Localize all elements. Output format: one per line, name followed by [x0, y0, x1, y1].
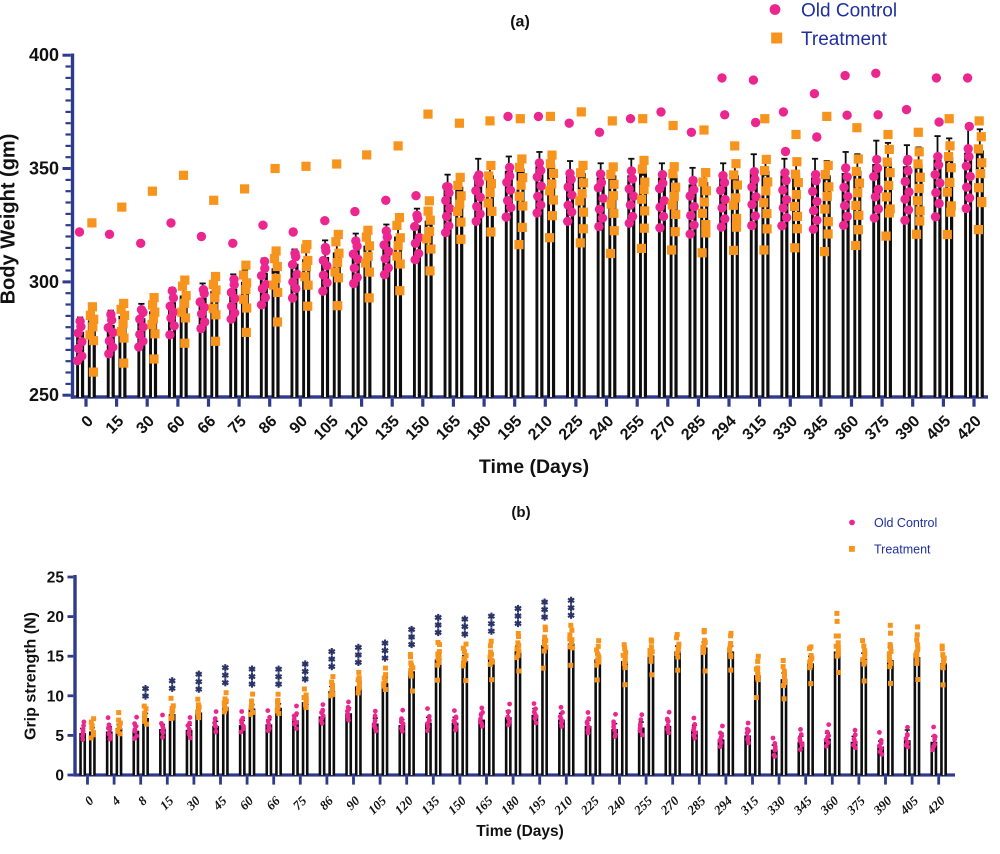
svg-text:Old Control: Old Control	[801, 1, 897, 22]
svg-text:5: 5	[55, 728, 64, 745]
svg-text:(a): (a)	[510, 14, 530, 31]
svg-text:(b): (b)	[511, 504, 530, 521]
svg-text:Treatment: Treatment	[874, 543, 931, 557]
svg-text:Grip strength (N): Grip strength (N)	[23, 612, 40, 740]
svg-text:Treatment: Treatment	[801, 29, 888, 50]
svg-text:300: 300	[29, 272, 59, 292]
svg-text:Time (Days): Time (Days)	[479, 456, 589, 478]
svg-text:400: 400	[29, 45, 59, 65]
svg-text:10: 10	[47, 688, 64, 705]
svg-text:0: 0	[55, 768, 64, 785]
svg-text:Old Control: Old Control	[874, 516, 937, 530]
svg-text:20: 20	[47, 609, 64, 626]
svg-text:25: 25	[47, 570, 65, 587]
svg-text:250: 250	[29, 385, 59, 405]
svg-text:15: 15	[47, 649, 65, 666]
svg-text:350: 350	[29, 159, 59, 179]
svg-text:Time (Days): Time (Days)	[476, 823, 564, 840]
svg-text:Body Weight (gm): Body Weight (gm)	[0, 134, 20, 305]
